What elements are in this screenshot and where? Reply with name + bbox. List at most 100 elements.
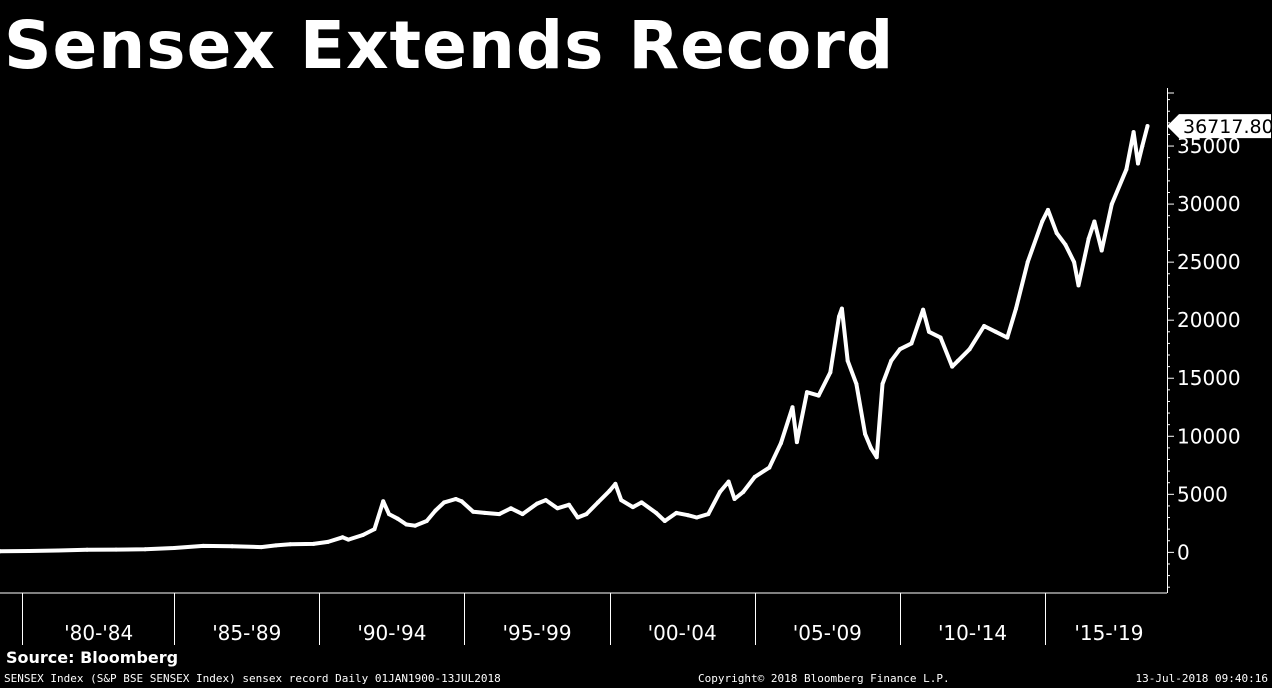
data-point [839, 306, 844, 311]
data-point [790, 405, 795, 410]
x-tick-label: '15-'19 [1074, 621, 1143, 645]
data-point [639, 500, 644, 505]
y-tick-label: 0 [1177, 540, 1190, 564]
data-point [1025, 260, 1030, 265]
data-point [596, 500, 600, 505]
data-point [360, 533, 365, 537]
data-point [381, 499, 386, 504]
footer-security-info: SENSEX Index (S&P BSE SENSEX Index) sens… [4, 672, 501, 685]
data-point [1005, 335, 1010, 340]
x-tick-label: '90-'94 [357, 621, 426, 645]
data-point [927, 329, 931, 334]
x-axis: '80-'84 '85-'89 '90-'94 '95-'99 '00-'04 '05-'… [0, 592, 1167, 645]
chart-title: Sensex Extends Record [4, 7, 895, 84]
y-tick-label: 25000 [1177, 250, 1241, 274]
data-point [230, 544, 235, 549]
data-point [1145, 124, 1150, 129]
data-point [543, 498, 548, 503]
data-point [613, 481, 618, 486]
data-point [459, 499, 464, 504]
data-point [654, 510, 659, 515]
data-point [85, 547, 90, 552]
data-point [816, 393, 821, 398]
data-point [794, 440, 799, 445]
data-point [967, 347, 972, 352]
last-value-label: 36717.80 [1167, 114, 1272, 139]
data-point [845, 358, 850, 363]
data-point [950, 364, 955, 369]
data-point [1099, 248, 1104, 253]
data-point [732, 497, 737, 501]
data-point [778, 441, 783, 446]
y-tick-label: 10000 [1177, 424, 1241, 448]
data-point [726, 479, 731, 484]
source-note: Source: Bloomberg [6, 648, 179, 667]
data-point [433, 508, 438, 513]
sensex-line [0, 124, 1150, 554]
data-point [1092, 219, 1097, 224]
data-point [767, 465, 772, 470]
data-point [471, 509, 476, 514]
data-point [630, 505, 635, 510]
data-point [520, 512, 525, 517]
data-point [874, 455, 879, 460]
data-point [395, 516, 400, 521]
x-tick-label: '95-'99 [502, 621, 571, 645]
data-point [56, 548, 61, 553]
y-tick-label: 30000 [1177, 192, 1241, 216]
footer-timestamp: 13-Jul-2018 09:40:16 [1135, 672, 1268, 685]
x-tick-label: '10-'14 [938, 621, 1007, 645]
data-point [482, 510, 487, 515]
data-point [567, 502, 571, 507]
data-point [1072, 260, 1077, 265]
data-point [497, 512, 502, 517]
data-point [1046, 207, 1050, 212]
data-point [1086, 236, 1091, 241]
data-point [27, 549, 31, 553]
data-point [674, 510, 679, 515]
data-point [805, 390, 809, 395]
data-point [555, 506, 560, 511]
data-point [880, 382, 885, 386]
data-point [1140, 144, 1145, 148]
y-tick-label: 5000 [1177, 482, 1228, 506]
data-point [956, 358, 960, 363]
data-point [854, 382, 859, 386]
x-tick-label: '80-'84 [64, 621, 133, 645]
data-point [1136, 161, 1140, 166]
data-point [387, 512, 391, 517]
data-point [311, 541, 316, 546]
data-point [938, 335, 943, 340]
data-point [921, 307, 926, 312]
data-point [172, 546, 177, 550]
last-value-box [1167, 114, 1271, 139]
data-point [340, 535, 345, 540]
data-point [897, 347, 902, 352]
data-point [1124, 167, 1129, 172]
data-point [686, 513, 690, 518]
data-point [453, 497, 458, 501]
data-point [535, 501, 540, 506]
data-point [868, 445, 873, 450]
data-point [607, 488, 612, 493]
data-point [273, 543, 278, 548]
data-point [413, 523, 418, 528]
data-point [1014, 306, 1018, 311]
y-tick-label: 20000 [1177, 308, 1241, 332]
data-point [909, 341, 914, 346]
data-point [259, 545, 264, 550]
data-point [404, 522, 409, 527]
data-point [694, 515, 699, 520]
data-point [508, 506, 513, 511]
data-point [1054, 231, 1059, 236]
data-point [584, 512, 589, 517]
data-point [424, 519, 429, 523]
last-value-text: 36717.80 [1183, 116, 1272, 138]
data-point [372, 527, 377, 532]
data-point [619, 498, 624, 503]
data-point [1131, 130, 1136, 135]
series-group [0, 124, 1150, 554]
data-point [143, 547, 148, 552]
